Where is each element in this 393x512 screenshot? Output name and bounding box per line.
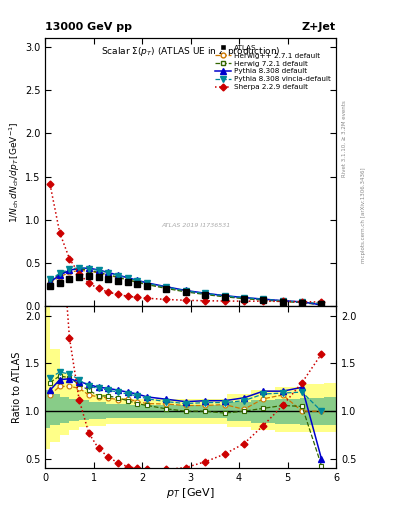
- Y-axis label: Ratio to ATLAS: Ratio to ATLAS: [12, 352, 22, 423]
- Text: ATLAS 2019 I1736531: ATLAS 2019 I1736531: [162, 223, 231, 228]
- Legend: ATLAS, Herwig++ 2.7.1 default, Herwig 7.2.1 default, Pythia 8.308 default, Pythi: ATLAS, Herwig++ 2.7.1 default, Herwig 7.…: [214, 44, 332, 92]
- Text: 13000 GeV pp: 13000 GeV pp: [45, 22, 132, 32]
- Text: Z+Jet: Z+Jet: [302, 22, 336, 32]
- X-axis label: $p_T$ [GeV]: $p_T$ [GeV]: [166, 486, 215, 500]
- Y-axis label: $1/N_{\rm ch}\,dN_{\rm ch}/dp_T\,[\rm GeV^{-1}]$: $1/N_{\rm ch}\,dN_{\rm ch}/dp_T\,[\rm Ge…: [7, 122, 22, 223]
- Text: mcplots.cern.ch [arXiv:1306.3436]: mcplots.cern.ch [arXiv:1306.3436]: [361, 167, 366, 263]
- Text: Scalar $\Sigma(p_T)$ (ATLAS UE in Z production): Scalar $\Sigma(p_T)$ (ATLAS UE in Z prod…: [101, 45, 280, 58]
- Text: Rivet 3.1.10, ≥ 3.2M events: Rivet 3.1.10, ≥ 3.2M events: [342, 100, 346, 177]
